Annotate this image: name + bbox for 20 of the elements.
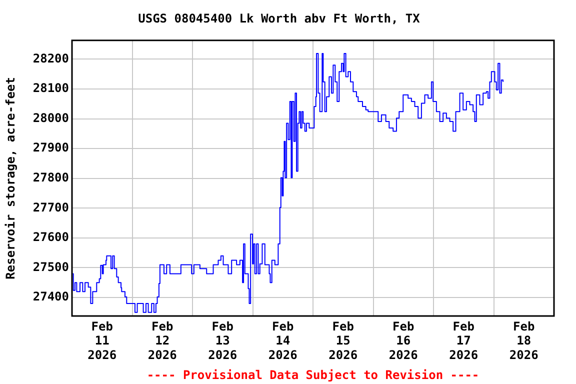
y-tick-label: 27400 xyxy=(32,290,69,304)
y-tick-label: 27600 xyxy=(32,230,69,244)
x-tick-label: Feb 18 2026 xyxy=(509,319,538,362)
y-tick-label: 27700 xyxy=(32,200,69,214)
chart-title: USGS 08045400 Lk Worth abv Ft Worth, TX xyxy=(138,11,421,26)
x-tick-label: Feb 12 2026 xyxy=(148,319,177,362)
text: ---- Provisional Data Subject to Revision ---- xyxy=(146,368,480,382)
x-tick-label: Feb 14 2026 xyxy=(268,319,298,362)
x-tick-label: Feb 15 2026 xyxy=(328,319,358,362)
y-axis-title: Reservoir storage, acre-feet xyxy=(3,77,18,280)
y-tick-label: 28200 xyxy=(32,51,69,66)
x-tick-label: Feb 16 2026 xyxy=(388,319,418,362)
y-tick-label: 28100 xyxy=(32,81,69,96)
y-tick-label: 28000 xyxy=(32,110,69,125)
y-tick-label: 27500 xyxy=(32,260,69,274)
x-tick-label: Feb 17 2026 xyxy=(449,319,478,362)
x-tick-label: Feb 11 2026 xyxy=(88,319,117,362)
y-tick-label: 27900 xyxy=(32,140,69,155)
y-tick-label: 27800 xyxy=(32,170,69,184)
x-tick-label: Feb 13 2026 xyxy=(208,319,238,362)
